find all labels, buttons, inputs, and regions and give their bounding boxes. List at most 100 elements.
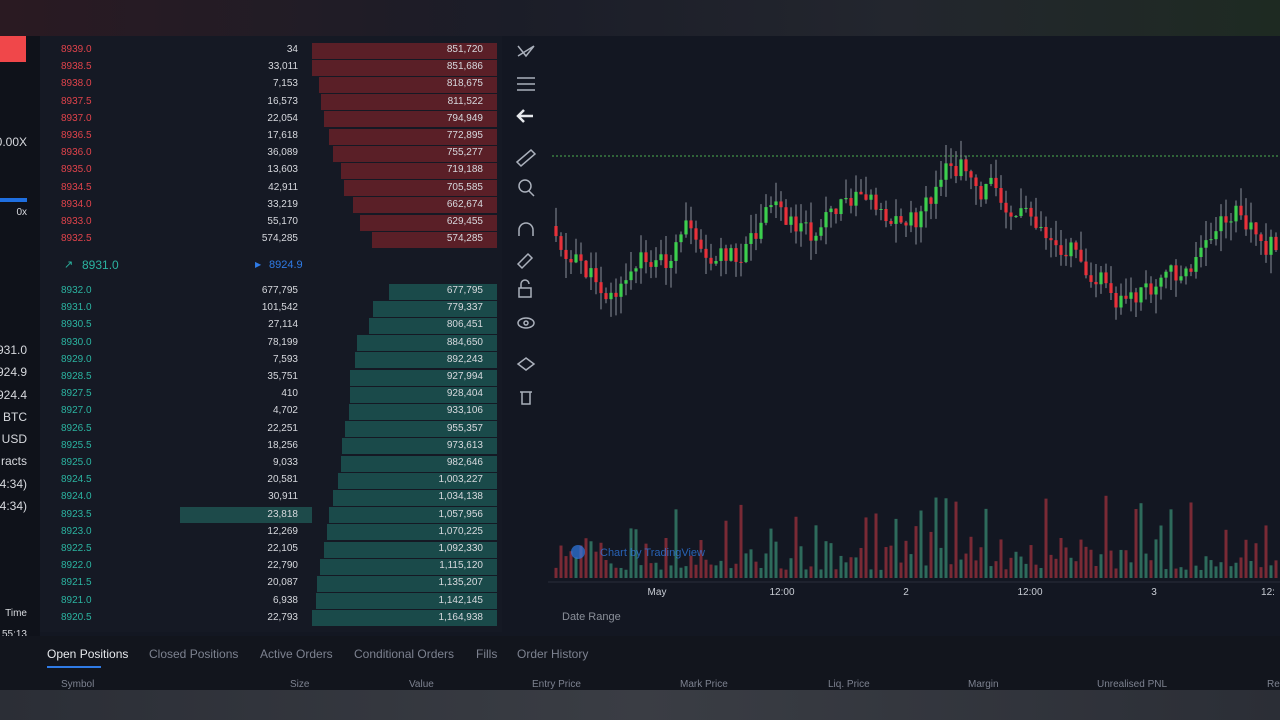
price[interactable]: 8925.0 xyxy=(61,457,92,468)
sidebar: 0.00X 0x 931.0 924.9 924.4 BTC USD racts 4:34) 4:… xyxy=(0,36,40,690)
total: 1,092,330 xyxy=(438,543,484,554)
volume-bar xyxy=(944,498,948,578)
price[interactable]: 8922.5 xyxy=(61,543,92,554)
volume-bar xyxy=(869,569,873,578)
arrow: ↗ xyxy=(64,259,74,271)
candle xyxy=(1054,240,1058,246)
tool-icon[interactable] xyxy=(518,287,532,298)
tab[interactable]: Open Positions xyxy=(47,647,129,661)
price[interactable]: 8921.0 xyxy=(61,594,92,606)
price[interactable]: 8938.0 xyxy=(61,78,92,90)
tab[interactable]: Closed Positions xyxy=(149,647,239,661)
price[interactable]: 8927.5 xyxy=(61,388,92,400)
total: 851,686 xyxy=(446,61,483,73)
sidebar-text: 4:34) xyxy=(0,499,27,513)
price[interactable]: 8934.0 xyxy=(61,198,92,210)
volume-bar xyxy=(854,557,858,578)
candle xyxy=(1104,272,1108,284)
tab[interactable]: Active Orders xyxy=(260,647,333,661)
tool-icon[interactable] xyxy=(516,357,536,371)
volume-bar xyxy=(739,504,743,578)
depth-bar xyxy=(312,59,497,76)
volume-bar xyxy=(1074,561,1078,578)
x-tick-label: 3 xyxy=(1151,587,1157,598)
volume-bar xyxy=(1129,562,1133,578)
price[interactable]: 8936.0 xyxy=(61,147,92,159)
candle xyxy=(584,260,588,278)
tool-icon[interactable] xyxy=(517,45,535,58)
volume-bar xyxy=(604,560,608,578)
price[interactable]: 8925.5 xyxy=(61,439,92,451)
price[interactable]: 8929.0 xyxy=(61,353,92,365)
total: 927,994 xyxy=(446,371,483,382)
volume-bar xyxy=(1114,568,1118,578)
tab[interactable]: Conditional Orders xyxy=(354,647,455,661)
price[interactable]: 8932.5 xyxy=(61,233,92,245)
price[interactable]: 8939.0 xyxy=(61,44,92,55)
price[interactable]: 8921.5 xyxy=(61,577,92,589)
depth-bar xyxy=(389,283,497,300)
candle xyxy=(709,257,713,264)
tab[interactable]: Fills xyxy=(476,647,498,661)
price[interactable]: 8935.0 xyxy=(61,164,92,176)
sell-button[interactable] xyxy=(0,36,26,62)
size: 22,790 xyxy=(267,560,298,572)
price[interactable]: 8927.0 xyxy=(61,405,92,417)
candle xyxy=(674,242,678,261)
candle xyxy=(1129,292,1133,299)
price[interactable]: 8938.5 xyxy=(61,61,92,73)
price[interactable]: 8924.5 xyxy=(61,474,92,486)
price[interactable]: 8930.0 xyxy=(61,336,92,348)
leverage-slider[interactable] xyxy=(0,198,27,202)
volume-bar xyxy=(564,556,568,578)
price[interactable]: 8937.0 xyxy=(61,112,92,124)
tool-icon[interactable] xyxy=(518,222,534,236)
tool-icon[interactable] xyxy=(517,77,535,91)
tool-icon[interactable] xyxy=(516,109,533,123)
volume-bar xyxy=(589,541,593,578)
sidebar-text: 0x xyxy=(16,207,27,218)
date-range[interactable]: Date Range xyxy=(562,611,621,623)
tab[interactable]: Order History xyxy=(517,647,589,661)
size: 23,818 xyxy=(267,508,298,520)
volume-bar xyxy=(779,568,783,578)
candle xyxy=(919,211,923,228)
candle xyxy=(1264,240,1268,255)
price[interactable]: 8920.5 xyxy=(61,611,92,623)
price[interactable]: 8932.0 xyxy=(61,285,92,296)
depth-bar xyxy=(356,335,497,352)
total: 1,164,938 xyxy=(438,611,484,623)
volume-bar xyxy=(674,509,678,578)
price[interactable]: 8924.0 xyxy=(61,491,92,503)
price[interactable]: 8936.5 xyxy=(61,130,92,141)
tool-icon[interactable] xyxy=(518,179,532,193)
price[interactable]: 8923.0 xyxy=(61,525,92,537)
volume-bar xyxy=(609,563,613,578)
volume-bar xyxy=(1049,554,1053,578)
total: 1,034,138 xyxy=(438,491,484,503)
price[interactable]: 8923.5 xyxy=(61,508,92,520)
volume-bar xyxy=(554,567,558,578)
tool-icon[interactable] xyxy=(515,148,537,168)
tool-icon[interactable] xyxy=(516,252,534,270)
price[interactable]: 8933.0 xyxy=(61,216,92,227)
price[interactable]: 8928.5 xyxy=(61,371,92,382)
tool-icon[interactable] xyxy=(520,391,532,405)
candle xyxy=(719,248,723,261)
candle xyxy=(1149,283,1153,295)
price[interactable]: 8930.5 xyxy=(61,319,92,331)
candle xyxy=(1079,249,1083,262)
tool-icon[interactable] xyxy=(517,317,535,329)
volume-bar xyxy=(934,497,938,578)
volume-bar xyxy=(729,568,733,578)
price[interactable]: 8937.5 xyxy=(61,95,92,107)
price[interactable]: 8922.0 xyxy=(61,560,92,572)
depth-bar xyxy=(372,231,497,248)
price[interactable]: 8926.5 xyxy=(61,422,92,434)
price[interactable]: 8934.5 xyxy=(61,181,92,193)
size: 33,219 xyxy=(267,198,298,210)
price[interactable]: 8931.0 xyxy=(61,302,92,314)
volume-bar xyxy=(579,545,583,578)
size: 22,054 xyxy=(267,112,298,124)
volume-bar xyxy=(689,555,693,578)
